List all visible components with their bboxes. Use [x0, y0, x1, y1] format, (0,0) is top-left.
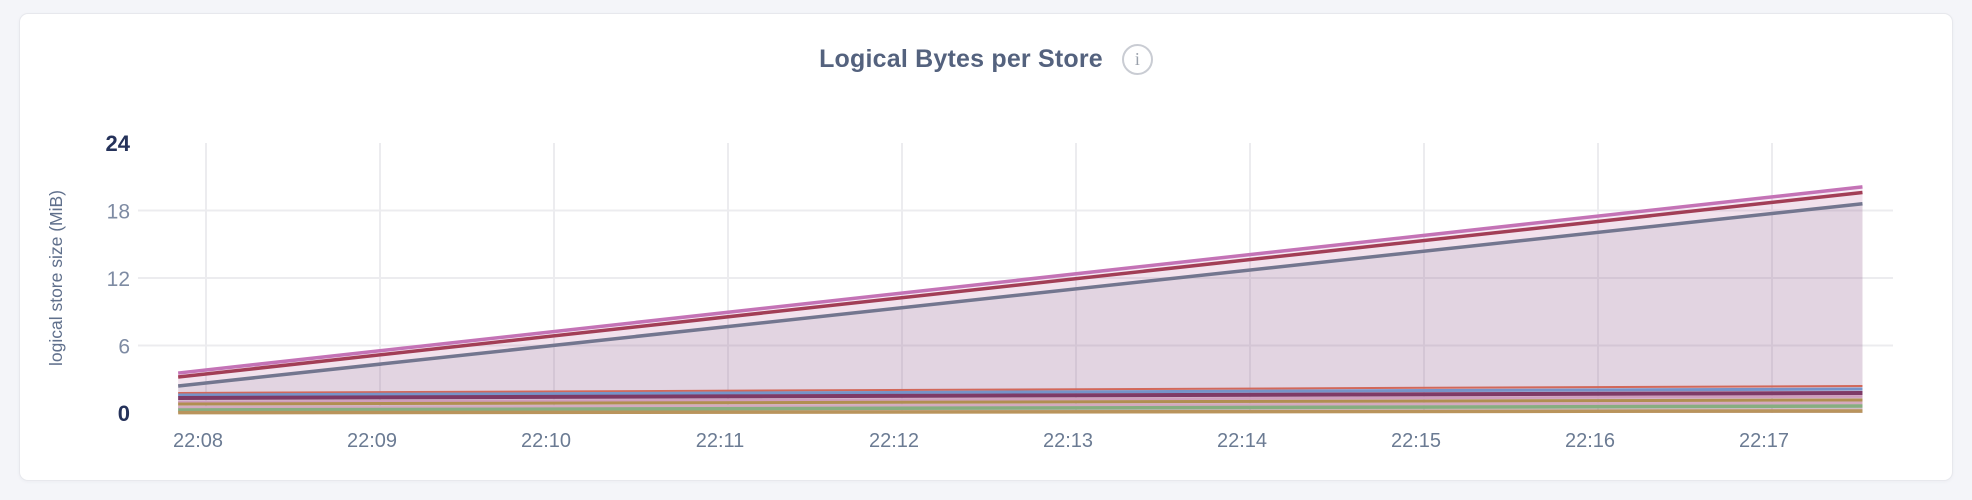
series-6-line [178, 390, 1863, 401]
series-8-line [178, 398, 1863, 406]
series-3-line [177, 202, 1863, 388]
y-tick-label: 0 [118, 401, 130, 426]
series-5-line [178, 387, 1863, 397]
x-tick-label: 22:10 [521, 430, 571, 452]
x-tick-label: 22:12 [869, 430, 919, 452]
series-10-line [178, 404, 1863, 412]
y-tick-label: 6 [118, 336, 130, 359]
series-11-line [178, 409, 1863, 415]
y-axis-title: logical store size (MiB) [46, 190, 66, 366]
x-tick-label: 22:17 [1739, 430, 1789, 452]
x-tick-label: 22:15 [1391, 430, 1441, 452]
series-7-line [178, 395, 1863, 404]
info-icon[interactable]: i [1121, 44, 1153, 75]
series-1-area [178, 186, 1863, 413]
series-3-area [178, 203, 1863, 413]
x-tick-label: 22:09 [347, 430, 397, 452]
x-tick-label: 22:08 [173, 430, 223, 452]
y-tick-label: 18 [107, 201, 130, 224]
x-tick-label: 22:13 [1043, 430, 1093, 452]
x-tick-label: 22:16 [1565, 430, 1615, 452]
series-4-line [178, 385, 1863, 394]
y-tick-label: 24 [106, 131, 131, 156]
series-2-line [177, 190, 1863, 379]
series-1-line [177, 185, 1863, 375]
y-tick-label: 12 [107, 268, 130, 291]
x-tick-label: 22:14 [1217, 430, 1267, 452]
series-9-line [178, 401, 1863, 409]
x-tick-label: 22:11 [696, 430, 745, 452]
